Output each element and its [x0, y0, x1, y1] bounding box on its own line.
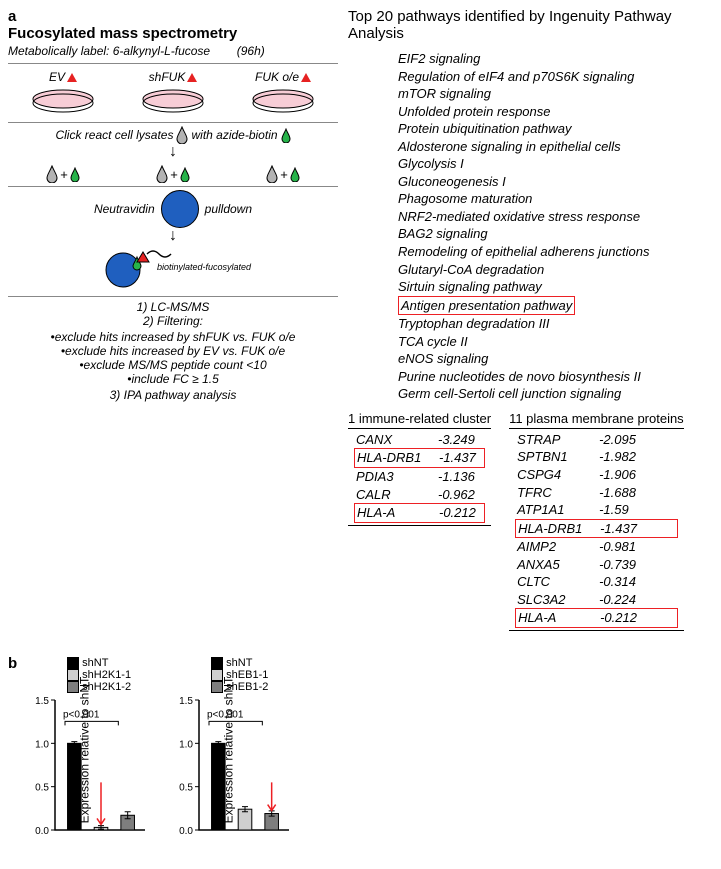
filter-bullet: •include FC ≥ 1.5 — [8, 372, 338, 386]
svg-text:0.0: 0.0 — [179, 826, 193, 837]
pathway-list: EIF2 signalingRegulation of eIF4 and p70… — [348, 50, 713, 403]
svg-text:0.5: 0.5 — [35, 783, 49, 794]
neutravidin-bead-icon — [161, 190, 199, 228]
table-row: CALR-0.962 — [354, 486, 485, 504]
dish-row: EV shFUK FUK o/e — [8, 70, 338, 116]
y-axis-label: Expression relative to shNT — [78, 677, 92, 824]
pathway-item: Protein ubiquitination pathway — [398, 120, 713, 138]
table-row: TFRC-1.688 — [515, 484, 678, 502]
chart-legend: shNTshEB1-1shEB1-2 — [211, 657, 268, 693]
red-triangle-icon — [301, 73, 311, 82]
table-row: SLC3A2-0.224 — [515, 591, 678, 609]
pathway-item: Regulation of eIF4 and p70S6K signaling — [398, 68, 713, 86]
filter-bullet: •exclude MS/MS peptide count <10 — [8, 358, 338, 372]
pathway-item: Purine nucleotides de novo biosynthesis … — [398, 368, 713, 386]
pathway-item: eNOS signaling — [398, 350, 713, 368]
pathway-item: Remodeling of epithelial adherens juncti… — [398, 243, 713, 261]
ms-title: Fucosylated mass spectrometry — [8, 25, 338, 42]
petri-dish-icon — [28, 87, 98, 113]
table-row: PDIA3-1.136 — [354, 468, 485, 486]
svg-text:0.5: 0.5 — [179, 783, 193, 794]
filter-bullet: •exclude hits increased by EV vs. FUK o/… — [8, 344, 338, 358]
step-2: 2) Filtering: — [8, 314, 338, 328]
y-axis-label: Expression relative to shNT — [222, 677, 236, 824]
svg-text:1.0: 1.0 — [179, 739, 193, 750]
svg-text:1.5: 1.5 — [179, 696, 193, 707]
pathway-item: Unfolded protein response — [398, 103, 713, 121]
petri-dish-icon — [248, 87, 318, 113]
immune-table: 1 immune-related cluster CANX-3.249HLA-D… — [348, 411, 491, 631]
table-row: CLTC-0.314 — [515, 573, 678, 591]
pathway-item: Gluconeogenesis I — [398, 173, 713, 191]
bound-bead-icon: biotinylated-fucosylated proteins — [8, 244, 338, 293]
pathway-item: Aldosterone signaling in epithelial cell… — [398, 138, 713, 156]
panel-b-label: b — [8, 655, 17, 672]
pathway-item: Antigen presentation pathway — [398, 296, 713, 316]
plasma-title: 11 plasma membrane proteins — [509, 411, 684, 426]
red-triangle-icon — [67, 73, 77, 82]
gray-drop-icon — [176, 126, 188, 144]
table-row: CSPG4-1.906 — [515, 466, 678, 484]
bar-chart: Expression relative to shNTshNTshH2K1-1s… — [25, 655, 155, 845]
down-arrow-icon: ↓ — [8, 144, 338, 160]
table-row: CANX-3.249 — [354, 431, 485, 449]
petri-dish-icon — [138, 87, 208, 113]
table-row: HLA-A-0.212 — [515, 608, 678, 628]
svg-text:1.0: 1.0 — [35, 739, 49, 750]
chart-legend: shNTshH2K1-1shH2K1-2 — [67, 657, 131, 693]
table-row: ATP1A1-1.59 — [515, 501, 678, 519]
pathway-item: Germ cell-Sertoli cell junction signalin… — [398, 385, 713, 403]
table-row: SPTBN1-1.982 — [515, 448, 678, 466]
combo-row: + + + — [8, 165, 338, 183]
svg-text:0.0: 0.0 — [35, 826, 49, 837]
filter-bullet: •exclude hits increased by shFUK vs. FUK… — [8, 330, 338, 344]
table-row: HLA-A-0.212 — [354, 503, 485, 523]
dish-label: EV — [49, 70, 65, 84]
pathways-title: Top 20 pathways identified by Ingenuity … — [348, 8, 713, 42]
click-text-pre: Click react cell lysates — [55, 128, 173, 142]
step-1: 1) LC-MS/MS — [8, 300, 338, 314]
svg-text:biotinylated-fucosylated prote: biotinylated-fucosylated proteins — [157, 262, 253, 272]
table-row: STRAP-2.095 — [515, 431, 678, 449]
table-row: HLA-DRB1-1.437 — [354, 448, 485, 468]
pathway-item: BAG2 signaling — [398, 225, 713, 243]
pathway-item: NRF2-mediated oxidative stress response — [398, 208, 713, 226]
table-row: HLA-DRB1-1.437 — [515, 519, 678, 539]
svg-text:1.5: 1.5 — [35, 696, 49, 707]
down-arrow-icon: ↓ — [8, 228, 338, 244]
pathway-item: TCA cycle II — [398, 333, 713, 351]
pathway-item: Sirtuin signaling pathway — [398, 278, 713, 296]
pathway-item: Glycolysis I — [398, 155, 713, 173]
pathway-item: Tryptophan degradation III — [398, 315, 713, 333]
ms-time: (96h) — [237, 44, 265, 58]
click-text-post: with azide-biotin — [191, 128, 277, 142]
pathway-item: Glutaryl-CoA degradation — [398, 261, 713, 279]
bar-chart: Expression relative to shNTshNTshEB1-1sh… — [169, 655, 299, 845]
green-drop-icon — [281, 128, 291, 143]
table-row: ANXA5-0.739 — [515, 556, 678, 574]
pulldown-label: pulldown — [205, 202, 252, 216]
pathway-item: Phagosome maturation — [398, 190, 713, 208]
step-3: 3) IPA pathway analysis — [8, 388, 338, 402]
pathway-item: EIF2 signaling — [398, 50, 713, 68]
immune-title: 1 immune-related cluster — [348, 411, 491, 426]
panel-a-label: a — [8, 8, 338, 25]
dish-label: FUK o/e — [255, 70, 299, 84]
neutravidin-label: Neutravidin — [94, 202, 155, 216]
ms-subtitle: Metabolically label: 6-alkynyl-L-fucose — [8, 44, 210, 58]
pathway-item: mTOR signaling — [398, 85, 713, 103]
table-row: AIMP2-0.981 — [515, 538, 678, 556]
plasma-table: 11 plasma membrane proteins STRAP-2.095S… — [509, 411, 684, 631]
red-triangle-icon — [187, 73, 197, 82]
dish-label: shFUK — [149, 70, 186, 84]
